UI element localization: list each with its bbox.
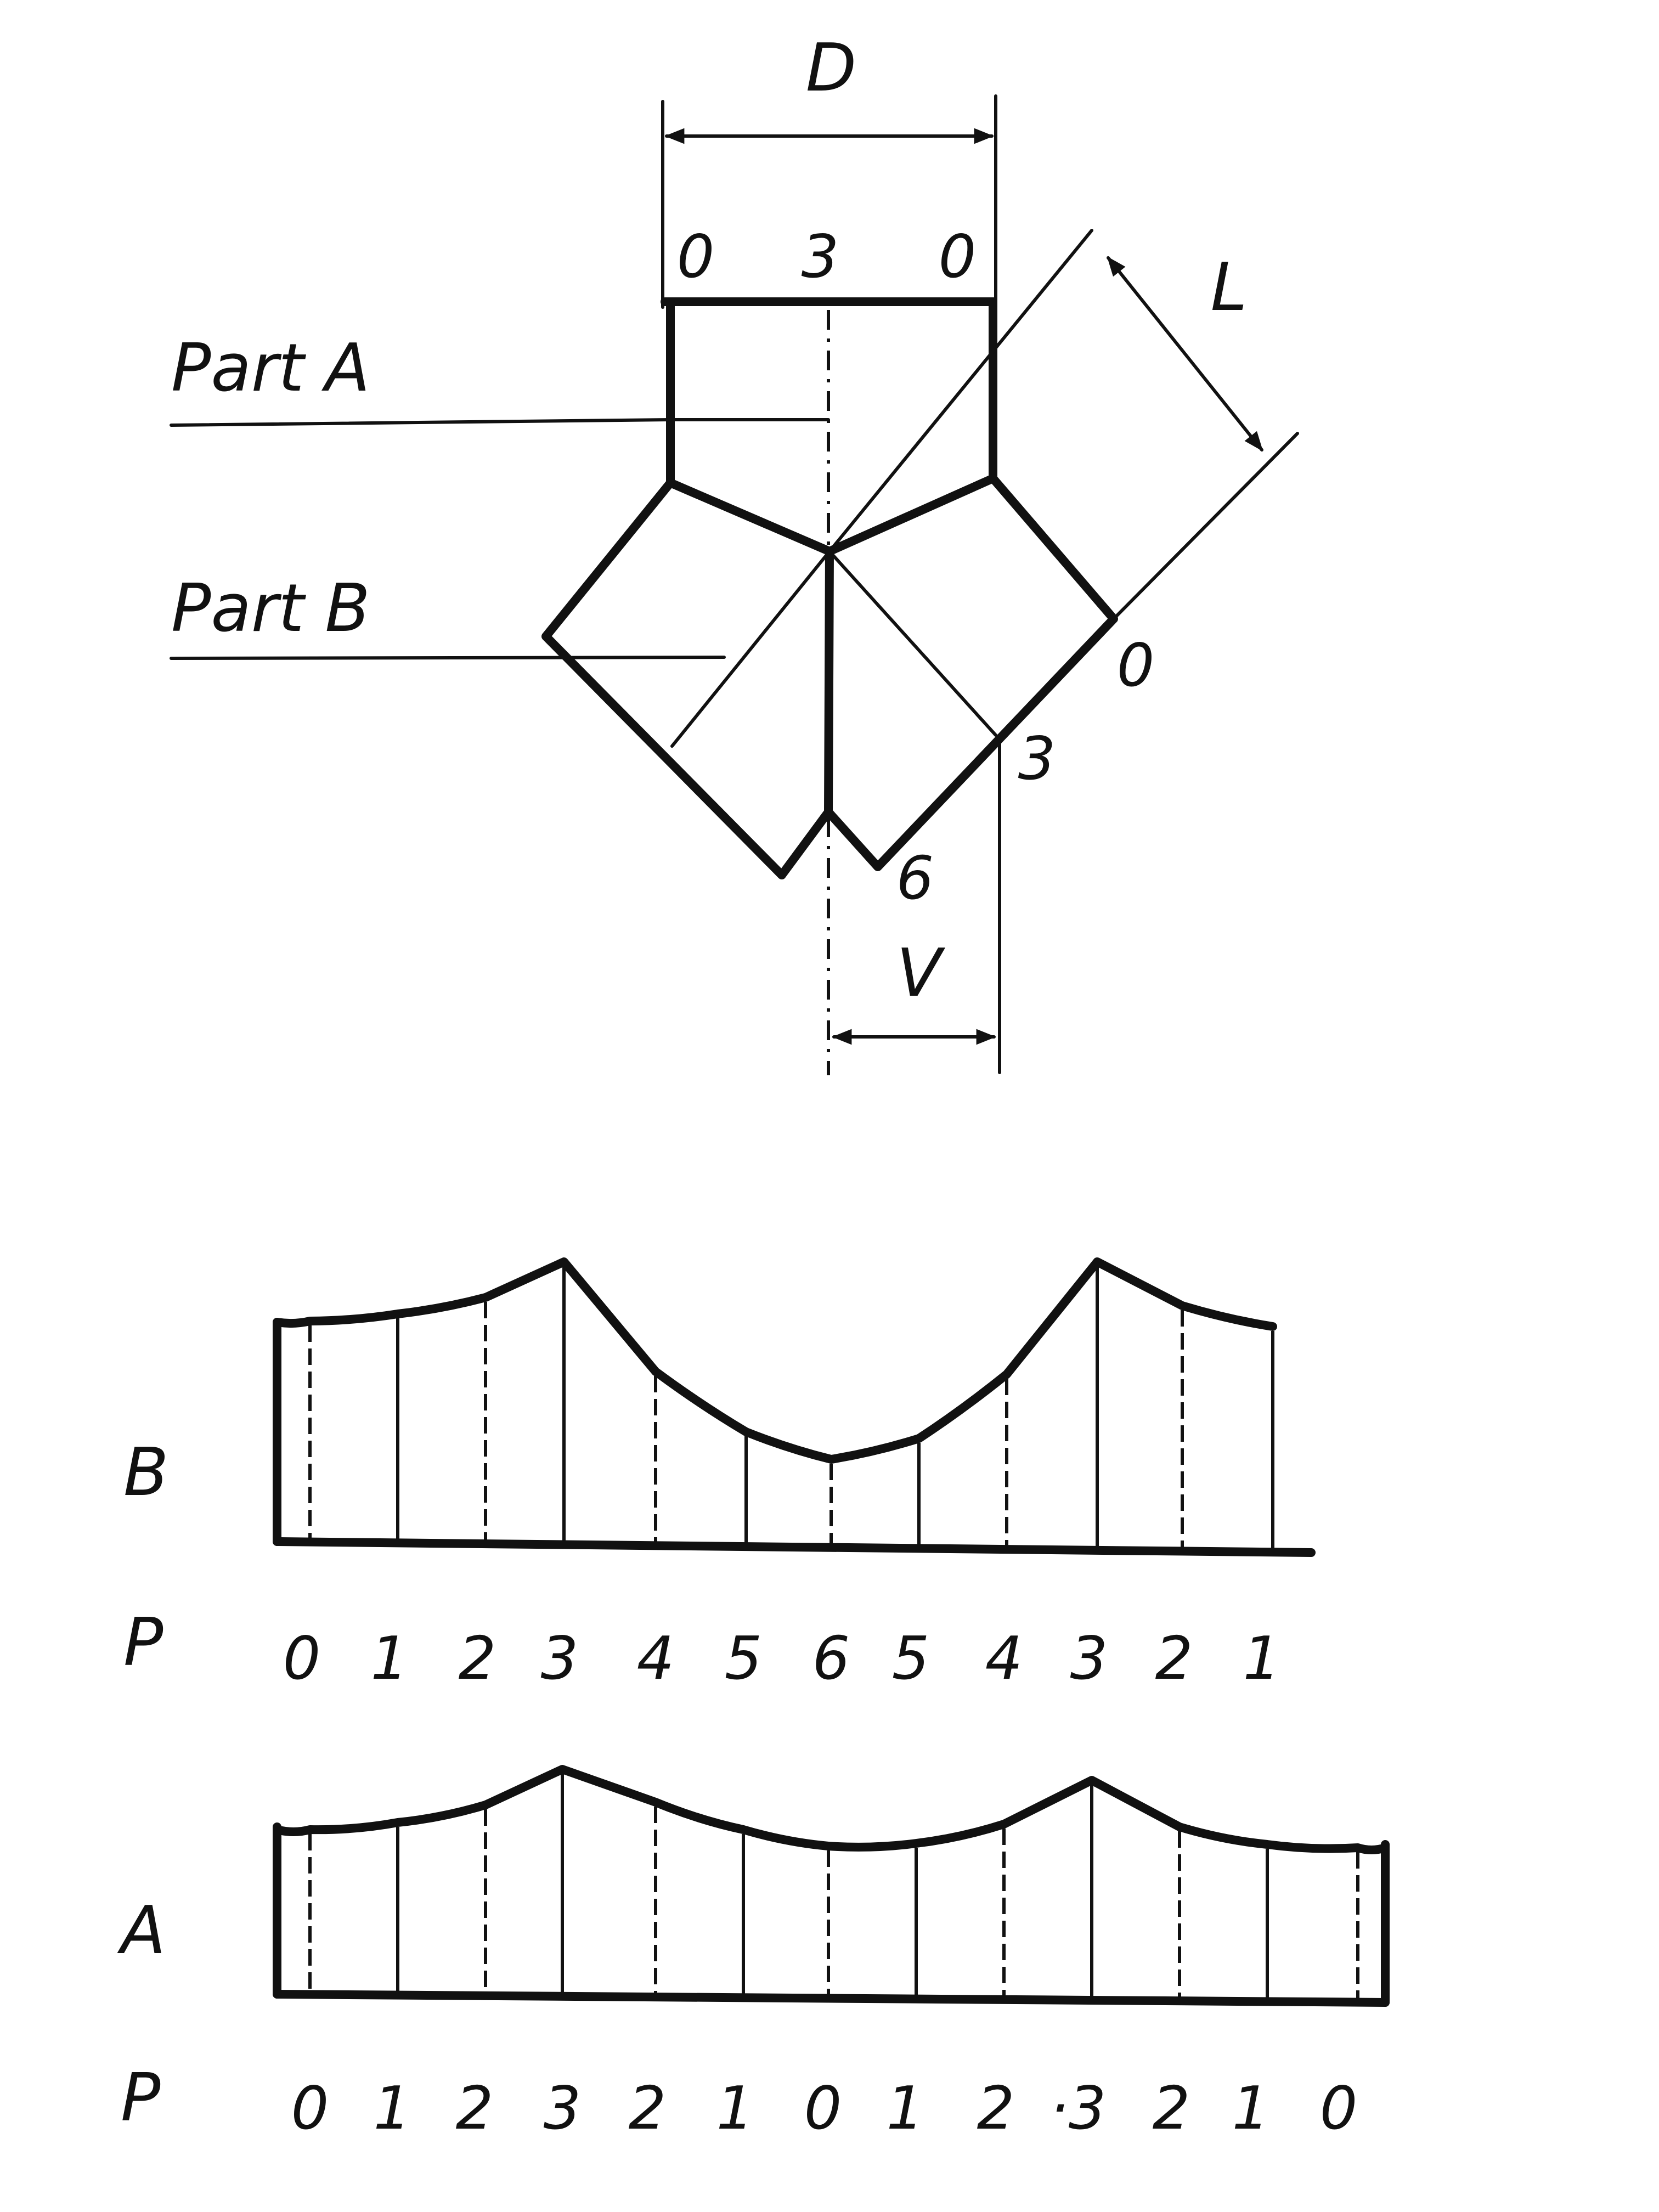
part-a-pipe [661, 297, 997, 556]
pattern-a-point-label: 2 [629, 2074, 667, 2143]
elevation-view: D 0 3 0 Part A [170, 30, 1299, 1075]
pattern-a-point-label: 1 [716, 2074, 754, 2143]
part-a-callout: Part A [170, 330, 830, 427]
right-branch-axis [828, 229, 1093, 553]
pattern-b-point-label: 2 [1155, 1624, 1193, 1693]
pattern-b-point-label: 4 [985, 1624, 1023, 1693]
pattern-b-point-label: 6 [812, 1624, 850, 1693]
dimension-l: L [1107, 250, 1263, 452]
part-a-label: Part A [171, 330, 370, 407]
pattern-b-point-label: 5 [725, 1624, 763, 1693]
part-a-leader-line [170, 418, 672, 427]
l-dimension-line [1107, 256, 1263, 452]
pattern-b-point-label: 3 [541, 1624, 579, 1693]
pattern-a-point-label: 2 [456, 2074, 494, 2143]
branch-point-3: 3 [1018, 725, 1056, 793]
left-branch-axis [670, 550, 831, 748]
pattern-a-point-label: 2 [977, 2074, 1015, 2143]
l-label: L [1211, 250, 1248, 326]
pattern-a-p-label: P [121, 2060, 161, 2136]
pattern-b-point-label: 0 [283, 1624, 321, 1693]
top-point-center: 3 [802, 223, 839, 291]
part-b-leader-line [170, 656, 726, 660]
v-label: V [896, 935, 946, 1012]
pattern-b-generator-lines [308, 1266, 1274, 1553]
pattern-a-point-label: 1 [374, 2074, 411, 2143]
pattern-b-point-label: 2 [459, 1624, 496, 1693]
part-b-label: Part B [171, 571, 370, 647]
part-a-miter-joint [666, 474, 997, 556]
part-b-callout: Part B [170, 571, 726, 660]
pattern-b-point-label: 3 [1070, 1624, 1108, 1693]
pattern-b-point-label: 5 [892, 1624, 930, 1693]
pattern-a-point-label: 0 [1320, 2074, 1358, 2143]
pattern-a-point-label: 0 [804, 2074, 842, 2143]
d-label: D [806, 30, 856, 106]
pattern-a-point-label: ·3 [1049, 2074, 1106, 2143]
top-point-left: 0 [677, 223, 715, 291]
pattern-b-point-label: 1 [371, 1624, 409, 1693]
pattern-a-point-label: 1 [887, 2074, 924, 2143]
dimension-d: D [661, 30, 997, 309]
right-branch-extension [1112, 432, 1299, 620]
pattern-a-row-label: A [117, 1893, 166, 1969]
pattern-a-point-label: 2 [1153, 2074, 1190, 2143]
pattern-a-point-label: 0 [291, 2074, 329, 2143]
pattern-b-point-label: 4 [637, 1624, 675, 1693]
dimension-v: V [827, 733, 1001, 1075]
pattern-b-curve [273, 1257, 1277, 1464]
pattern-a-generator-lines [308, 1774, 1387, 2002]
pattern-a: A P 0 1 2 3 2 1 0 1 2·3 2 1 0 [117, 1765, 1390, 2143]
part-b-left-branch-outline [541, 478, 833, 879]
part-b-branches [541, 229, 1299, 879]
branch-seam [824, 547, 834, 816]
pattern-b-baseline [273, 1537, 1316, 1557]
pattern-b-row-label: B [123, 1435, 168, 1511]
pattern-a-point-label: 1 [1232, 2074, 1270, 2143]
pattern-a-baseline [273, 1990, 1390, 2007]
pattern-b-point-label: 1 [1243, 1624, 1281, 1693]
branch-point-6: 6 [896, 844, 934, 913]
pattern-a-curve [273, 1765, 1390, 1854]
part-b-right-branch-outline [824, 474, 1118, 871]
right-branch-inner-line [828, 550, 997, 737]
pattern-a-point-label: 3 [544, 2074, 582, 2143]
branch-point-0: 0 [1117, 631, 1155, 700]
pattern-b-p-label: P [123, 1605, 163, 1681]
top-point-right: 0 [939, 223, 977, 291]
pattern-a-point-labels: 0 1 2 3 2 1 0 1 2·3 2 1 0 [291, 2074, 1358, 2143]
